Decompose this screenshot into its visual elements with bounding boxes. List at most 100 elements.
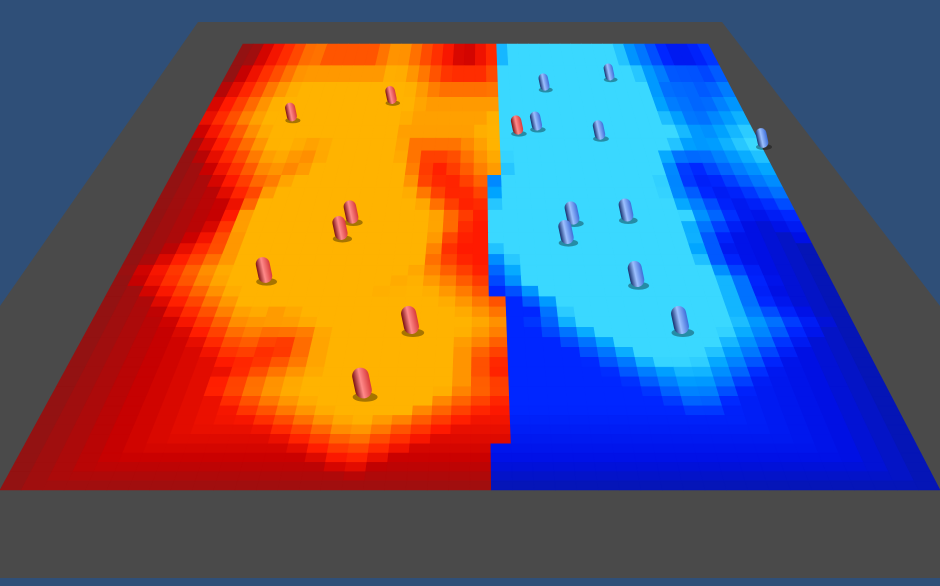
blue-unit[interactable] — [603, 63, 618, 83]
heatmap-cell — [738, 395, 762, 407]
heatmap-cell — [587, 285, 607, 297]
heatmap-cell — [300, 471, 325, 482]
heatmap-cell — [302, 462, 326, 472]
heatmap-cell — [565, 150, 583, 164]
heatmap-cell — [570, 434, 593, 445]
heatmap-cell — [135, 462, 161, 472]
red-unit[interactable] — [284, 102, 301, 124]
red-unit[interactable] — [351, 366, 378, 402]
heatmap-cell — [454, 306, 473, 318]
heatmap-cell — [547, 111, 563, 126]
heatmap-cell — [569, 275, 588, 287]
heatmap-cell — [646, 415, 670, 426]
heatmap-cell — [353, 296, 373, 308]
heatmap-cell — [750, 434, 775, 445]
heatmap-cell — [458, 198, 474, 211]
heatmap-cell — [345, 452, 369, 463]
heatmap-cell — [487, 150, 502, 164]
heatmap-cell — [691, 366, 714, 378]
heatmap-cell — [432, 395, 453, 407]
heatmap-cell — [326, 443, 350, 454]
heatmap-cell — [529, 186, 546, 200]
heatmap-cell — [516, 209, 534, 222]
heatmap-cell — [543, 347, 563, 358]
heatmap-cell — [531, 209, 548, 222]
heatmap-cell — [366, 150, 383, 164]
heatmap-cell — [441, 232, 459, 244]
heatmap-cell — [393, 395, 415, 407]
heatmap-cell — [360, 356, 382, 368]
heatmap-cell — [289, 347, 311, 358]
heatmap-cell — [501, 186, 517, 200]
heatmap-cell — [417, 174, 433, 188]
unit-capsule — [592, 120, 606, 140]
heatmap-cell — [290, 424, 313, 435]
heatmap-cell — [470, 405, 491, 416]
heatmap-cell — [153, 415, 178, 426]
heatmap-cell — [270, 424, 294, 435]
blue-unit[interactable] — [626, 260, 650, 290]
heatmap-cell — [274, 337, 296, 348]
heatmap-cell — [421, 137, 437, 152]
red-unit[interactable] — [342, 199, 363, 227]
heatmap-cell — [501, 174, 517, 188]
heatmap-cell — [504, 264, 522, 277]
red-unit[interactable] — [254, 256, 278, 286]
heatmap-cell — [173, 415, 198, 426]
heatmap-cell — [106, 480, 133, 491]
red-unit[interactable] — [331, 215, 353, 243]
heatmap-cell — [650, 347, 672, 358]
heatmap-cell — [351, 306, 372, 318]
heatmap-cell — [521, 285, 540, 297]
heatmap-cell — [503, 254, 521, 266]
heatmap-cell — [674, 452, 699, 463]
heatmap-cell — [247, 366, 270, 378]
heatmap-cell — [572, 452, 595, 463]
unit-capsule — [671, 305, 689, 335]
heatmap-cell — [235, 347, 258, 358]
heatmap-cell — [721, 405, 746, 416]
blue-unit[interactable] — [670, 305, 695, 337]
blue-unit[interactable] — [755, 127, 773, 151]
red-unit[interactable] — [510, 114, 527, 137]
heatmap-cell — [347, 174, 365, 188]
heatmap-cell — [760, 405, 785, 416]
heatmap-cell — [258, 395, 281, 407]
heatmap-cell — [571, 186, 589, 200]
heatmap-cell — [89, 471, 116, 482]
heatmap-cell — [331, 415, 354, 426]
heatmap-cell — [268, 356, 291, 368]
heatmap-cell — [265, 306, 287, 318]
heatmap-cell — [436, 316, 456, 328]
heatmap-cell — [525, 347, 545, 358]
heatmap-cell — [331, 243, 351, 255]
heatmap-cell — [546, 386, 567, 397]
heatmap-cell — [567, 264, 587, 277]
heatmap-cell — [506, 337, 526, 348]
heatmap-cell — [437, 306, 456, 318]
heatmap-cell — [690, 434, 714, 445]
blue-unit[interactable] — [617, 197, 638, 224]
heatmap-cell — [97, 452, 123, 463]
heatmap-cell — [612, 337, 634, 348]
blue-unit[interactable] — [529, 111, 546, 133]
blue-unit[interactable] — [557, 219, 579, 247]
heatmap-cell — [433, 150, 449, 164]
red-unit[interactable] — [384, 85, 401, 106]
heatmap-cell — [430, 43, 445, 66]
heatmap-cell — [401, 186, 418, 200]
blue-unit[interactable] — [538, 72, 553, 93]
heatmap-cell — [379, 356, 400, 368]
heatmap-cell — [416, 186, 432, 200]
unit-capsule — [618, 198, 634, 222]
heatmap-cell — [177, 405, 201, 416]
heatmap-cell — [608, 232, 628, 244]
heatmap-cell — [312, 327, 333, 338]
heatmap-cell — [412, 395, 434, 407]
heatmap-cell — [543, 356, 564, 368]
heatmap-cell — [414, 198, 431, 211]
blue-unit[interactable] — [592, 119, 609, 142]
red-unit[interactable] — [400, 305, 425, 337]
heatmap-cell — [489, 347, 509, 358]
